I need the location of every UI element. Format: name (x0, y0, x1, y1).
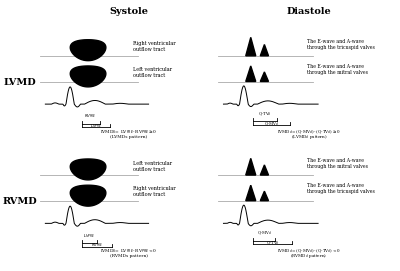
Text: (RVMD$_d$ pattern): (RVMD$_d$ pattern) (290, 252, 328, 260)
Text: $RV_{PRE}$: $RV_{PRE}$ (84, 113, 97, 120)
Text: The E-wave and A-wave
through the mitral valves: The E-wave and A-wave through the mitral… (307, 158, 368, 169)
Text: Q-TV$_d$: Q-TV$_d$ (258, 111, 272, 118)
Polygon shape (260, 72, 268, 82)
Text: IVMD$_d$= (Q-MV$_d$)- (Q-TV$_d$)$<$0: IVMD$_d$= (Q-MV$_d$)- (Q-TV$_d$)$<$0 (277, 248, 341, 255)
Text: Systole: Systole (110, 7, 148, 16)
Text: IVMD$_d$= (Q-MV$_d$)- (Q-TV$_d$)$\geq$0: IVMD$_d$= (Q-MV$_d$)- (Q-TV$_d$)$\geq$0 (277, 129, 341, 136)
Text: Right ventricular
outflow tract: Right ventricular outflow tract (134, 41, 176, 52)
Polygon shape (70, 185, 106, 206)
Text: The E-wave and A-wave
through the tricuspid valves: The E-wave and A-wave through the tricus… (307, 183, 375, 194)
Polygon shape (246, 158, 256, 175)
Text: IVMD$_S$= LV$_{PRE}$- RV$_{PRE}$$\geq$0: IVMD$_S$= LV$_{PRE}$- RV$_{PRE}$$\geq$0 (100, 128, 158, 136)
Polygon shape (70, 66, 106, 87)
Text: (RVMDs pattern): (RVMDs pattern) (110, 254, 148, 258)
Polygon shape (246, 66, 256, 82)
Text: $LV_{PRE}$: $LV_{PRE}$ (84, 232, 96, 240)
Polygon shape (246, 37, 256, 56)
Text: $LV_{PRE}$: $LV_{PRE}$ (90, 122, 102, 130)
Text: LVMD: LVMD (4, 78, 36, 87)
Text: The E-wave and A-wave
through the tricuspid valves: The E-wave and A-wave through the tricus… (307, 39, 375, 50)
Text: $RV_{PRE}$: $RV_{PRE}$ (91, 241, 103, 249)
Text: RVMD: RVMD (3, 197, 37, 207)
Text: Q-MV$_d$: Q-MV$_d$ (264, 120, 279, 128)
Polygon shape (70, 159, 106, 180)
Text: Q-TV$_d$: Q-TV$_d$ (266, 240, 280, 247)
Text: Diastole: Diastole (287, 7, 331, 16)
Text: The E-wave and A-wave
through the mitral valves: The E-wave and A-wave through the mitral… (307, 64, 368, 75)
Polygon shape (260, 191, 268, 201)
Text: (LVMDs pattern): (LVMDs pattern) (110, 135, 148, 139)
Polygon shape (246, 185, 256, 201)
Text: Right ventricular
outflow tract: Right ventricular outflow tract (134, 186, 176, 197)
Text: Left ventricular
outflow tract: Left ventricular outflow tract (134, 161, 172, 172)
Text: IVMD$_S$= LV$_{PRE}$- RV$_{PRE}$$<$0: IVMD$_S$= LV$_{PRE}$- RV$_{PRE}$$<$0 (100, 248, 158, 256)
Text: Q-MV$_d$: Q-MV$_d$ (257, 230, 272, 237)
Polygon shape (260, 165, 268, 175)
Text: Left ventricular
outflow tract: Left ventricular outflow tract (134, 67, 172, 78)
Text: (LVMD$_d$ pattern): (LVMD$_d$ pattern) (290, 133, 328, 141)
Polygon shape (70, 40, 106, 61)
Polygon shape (260, 44, 268, 56)
